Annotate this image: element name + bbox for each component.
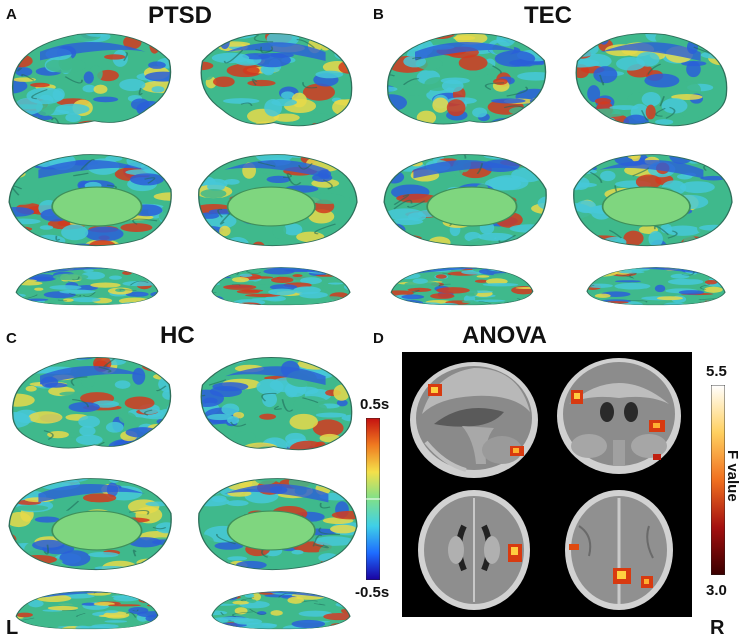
- colorbar-f-max: 5.5: [706, 363, 727, 380]
- panel-letter-b: B: [373, 6, 384, 23]
- panel-letter-c: C: [6, 330, 17, 347]
- panel-letter-a: A: [6, 6, 17, 23]
- brain-a-med-left: [4, 146, 176, 254]
- mri-axial-upper: [549, 486, 690, 615]
- brain-a-med-right: [194, 146, 362, 254]
- brain-c-med-right: [194, 470, 362, 578]
- panel-title-anova: ANOVA: [462, 322, 547, 349]
- panel-title-ptsd: PTSD: [148, 2, 213, 29]
- brain-c-lat-right: [196, 352, 358, 462]
- mri-sagittal: [404, 354, 545, 482]
- brain-a-inf-right: [206, 258, 356, 310]
- colorbar-time-min: -0.5s: [355, 584, 390, 601]
- brain-c-inf-left: [10, 582, 164, 634]
- brain-b-med-left: [379, 146, 551, 254]
- colorbar-f-min: 3.0: [706, 582, 727, 599]
- panel-title-hc: HC: [160, 322, 195, 349]
- mri-coronal: [549, 354, 690, 482]
- colorbar-f-value: [711, 385, 725, 575]
- brain-c-lat-left: [6, 352, 176, 460]
- orientation-left: L: [6, 617, 19, 639]
- mri-axial-lower: [404, 486, 545, 615]
- brain-a-lat-left: [6, 28, 176, 136]
- panel-title-tec: TEC: [524, 2, 572, 29]
- brain-b-lat-right: [571, 28, 733, 138]
- colorbar-f-axis-label: F value: [724, 450, 741, 502]
- brain-b-lat-left: [381, 28, 551, 136]
- brain-c-inf-right: [206, 582, 356, 634]
- orientation-right: R: [710, 617, 725, 639]
- brain-b-inf-left: [385, 258, 539, 310]
- brain-a-lat-right: [196, 28, 358, 138]
- brain-b-inf-right: [581, 258, 731, 310]
- colorbar-time-max: 0.5s: [360, 396, 390, 413]
- brain-c-med-left: [4, 470, 176, 578]
- colorbar-time: [366, 418, 380, 580]
- brain-b-med-right: [569, 146, 737, 254]
- panel-letter-d: D: [373, 330, 384, 347]
- brain-a-inf-left: [10, 258, 164, 310]
